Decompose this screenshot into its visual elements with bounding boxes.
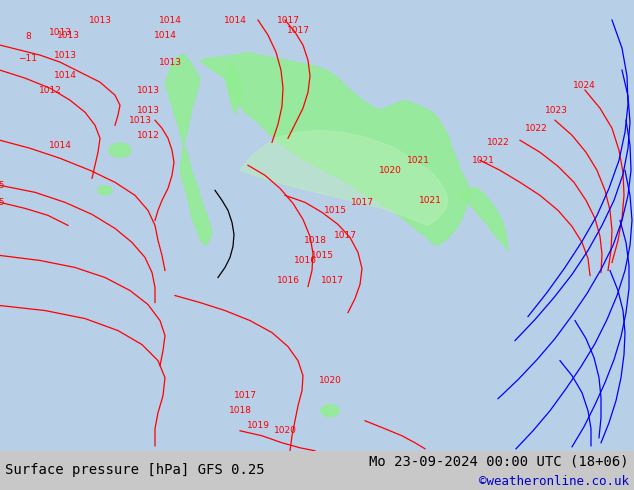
Text: 8: 8 (25, 31, 31, 41)
Text: 1017: 1017 (321, 276, 344, 285)
Text: 1021: 1021 (472, 156, 495, 165)
Text: 1014: 1014 (53, 71, 77, 80)
Text: 1012: 1012 (39, 86, 61, 95)
Text: 1012: 1012 (136, 131, 159, 140)
Text: 1014: 1014 (224, 16, 247, 24)
Text: 1022: 1022 (524, 124, 547, 133)
Ellipse shape (321, 405, 339, 416)
Text: 1023: 1023 (545, 106, 567, 115)
Ellipse shape (109, 143, 131, 157)
Text: 15: 15 (0, 181, 6, 190)
Text: ©weatheronline.co.uk: ©weatheronline.co.uk (479, 475, 629, 489)
Text: 1021: 1021 (418, 196, 441, 205)
Text: 1020: 1020 (318, 376, 342, 385)
Text: 1017: 1017 (276, 16, 299, 24)
Text: 1017: 1017 (333, 231, 356, 240)
Text: 1021: 1021 (406, 156, 429, 165)
Text: 1015: 1015 (311, 251, 333, 260)
Text: 1018: 1018 (304, 236, 327, 245)
Polygon shape (200, 53, 470, 245)
Text: 1013: 1013 (53, 50, 77, 60)
Ellipse shape (98, 186, 112, 195)
Text: 1019: 1019 (247, 421, 269, 430)
Text: −11: −11 (18, 53, 37, 63)
Text: 1013: 1013 (158, 58, 181, 67)
Polygon shape (240, 130, 448, 225)
Text: 1013: 1013 (129, 116, 152, 125)
Text: 1013: 1013 (48, 27, 72, 37)
Polygon shape (460, 187, 508, 250)
Text: Surface pressure [hPa] GFS 0.25: Surface pressure [hPa] GFS 0.25 (5, 463, 264, 477)
Text: 1017: 1017 (233, 391, 257, 400)
Text: 1015: 1015 (323, 206, 347, 215)
Text: 1017: 1017 (287, 25, 309, 35)
Text: 1014: 1014 (49, 141, 72, 150)
Text: Mo 23-09-2024 00:00 UTC (18+06): Mo 23-09-2024 00:00 UTC (18+06) (370, 455, 629, 469)
Text: 1013: 1013 (56, 30, 79, 40)
Text: 1024: 1024 (573, 81, 595, 90)
Text: 1013: 1013 (89, 16, 112, 24)
Text: 1022: 1022 (487, 138, 509, 147)
Polygon shape (226, 62, 242, 114)
Text: 1018: 1018 (228, 406, 252, 415)
Text: 1017: 1017 (351, 198, 373, 207)
Text: 15: 15 (0, 198, 6, 207)
Text: 1013: 1013 (136, 106, 160, 115)
Polygon shape (165, 55, 212, 245)
Text: 1020: 1020 (378, 166, 401, 175)
Text: 1013: 1013 (136, 86, 160, 95)
Text: 1014: 1014 (153, 30, 176, 40)
Text: 1016: 1016 (294, 256, 316, 265)
Text: 1014: 1014 (158, 16, 181, 24)
Text: 1016: 1016 (276, 276, 299, 285)
Text: 1020: 1020 (273, 426, 297, 435)
